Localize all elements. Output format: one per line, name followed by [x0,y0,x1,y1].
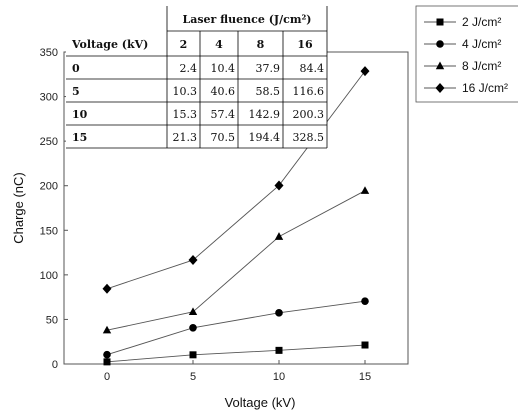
table-cell: 328.5 [293,131,325,144]
table-cell: 37.9 [256,62,281,75]
table-cell: 200.3 [293,108,325,121]
legend-marker [436,40,444,48]
legend-label: 16 J/cm² [462,81,508,95]
table-group-header: Laser fluence (J/cm²) [183,13,312,26]
x-axis-label: Voltage (kV) [225,395,296,410]
table-cell: 142.9 [249,108,281,121]
table-cell: 58.5 [256,85,281,98]
table-cell: 2.4 [180,62,198,75]
table-cell: 10.3 [173,85,198,98]
data-point [188,255,198,266]
data-point [102,325,112,334]
table-cell: 194.4 [249,131,281,144]
table-cell: 84.4 [300,62,325,75]
data-point [360,186,370,194]
legend-entry: 2 J/cm² [424,15,501,29]
table-column-header: 4 [215,38,223,51]
data-point [274,180,284,191]
legend-entry: 4 J/cm² [424,37,501,51]
data-point [189,351,197,359]
table-cell: 21.3 [173,131,198,144]
legend-label: 2 J/cm² [462,15,501,29]
table-cell: 116.6 [293,85,325,98]
y-axis: 0 50 100 150 200 250 300 350 [40,47,68,371]
legend-label: 4 J/cm² [462,37,501,51]
legend-entry: 16 J/cm² [424,81,508,95]
y-tick-label: 200 [40,181,58,193]
table-row-label: 10 [72,108,88,121]
table-row-label: 15 [72,131,87,144]
table-row-label: 5 [72,85,80,98]
data-point [361,297,369,305]
x-tick-label: 5 [190,371,196,383]
data-table: Laser fluence (J/cm²) Voltage (kV) 2 4 8 16 0 2… [66,6,328,149]
table-column-header: 16 [297,38,313,51]
y-tick-label: 350 [40,47,58,59]
legend-marker [435,61,445,70]
data-point [275,309,283,317]
table-cell: 40.6 [211,85,236,98]
legend-entry: 8 J/cm² [424,59,501,73]
data-point [360,66,370,77]
series-circle [103,297,369,359]
x-tick-label: 0 [104,371,110,383]
table-row-label: 0 [72,62,80,75]
legend-label: 8 J/cm² [462,59,501,73]
data-point [361,341,369,349]
y-tick-label: 0 [52,359,58,371]
legend-marker [436,18,444,26]
y-tick-label: 100 [40,270,58,282]
table-column-header: 2 [180,38,188,51]
y-tick-label: 150 [40,225,58,237]
data-point [275,346,283,354]
data-point [102,283,112,294]
x-tick-label: 10 [273,371,285,383]
series-square [103,341,369,366]
x-axis: 0 5 10 15 [104,360,371,383]
table-cell: 57.4 [211,108,236,121]
table-cell: 10.4 [211,62,236,75]
table-column-header: 8 [257,38,265,51]
series-line [106,344,366,363]
table-cell: 15.3 [173,108,198,121]
y-axis-label: Charge (nC) [11,172,26,244]
data-point [274,232,284,240]
series-triangle [102,186,370,334]
y-tick-label: 250 [40,136,58,148]
y-tick-label: 300 [40,92,58,104]
table-cell: 70.5 [211,131,236,144]
data-point [188,307,198,316]
y-tick-label: 50 [46,314,58,326]
table-row-header: Voltage (kV) [71,38,148,51]
series-line [106,190,366,331]
data-point [103,358,111,366]
table-background [66,6,327,148]
x-tick-label: 15 [359,371,371,383]
data-point [189,324,197,332]
legend: 2 J/cm² 4 J/cm² 8 J/cm² 16 J/cm² [415,5,518,103]
series-line [106,300,366,356]
data-point [103,350,111,359]
legend-marker [435,83,445,93]
